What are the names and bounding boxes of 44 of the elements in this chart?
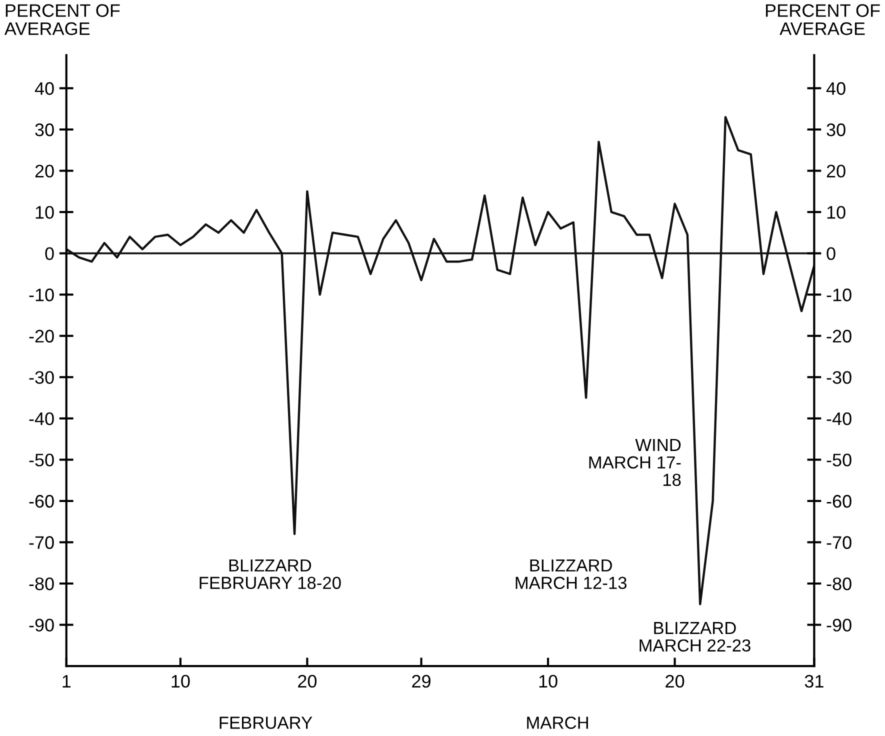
y2-tick-label: -30	[826, 371, 852, 384]
y2-axis-title: PERCENT OF AVERAGE	[766, 4, 880, 36]
y2-tick-label: -70	[826, 536, 852, 549]
y-tick-label: 20	[35, 164, 54, 178]
y2-tick-label: -90	[826, 618, 852, 632]
x-tick-label: 20	[298, 674, 317, 688]
y-tick-label: -20	[29, 330, 54, 343]
x-tick-label: 10	[539, 674, 558, 688]
x-tick-label: 1	[62, 675, 71, 688]
y2-tick-label: -40	[826, 412, 852, 426]
x-tick-label: 29	[412, 674, 430, 688]
y-tick-label: 0	[45, 247, 54, 260]
text: MARCH	[527, 716, 588, 729]
y2-tick-label: -80	[826, 577, 852, 590]
annotation: BLIZZARD MARCH 22-23	[640, 622, 750, 652]
y-tick-label: -70	[29, 536, 54, 549]
y-tick-label: 40	[34, 82, 54, 95]
y2-tick-label: -50	[826, 454, 852, 466]
y-tick-label: 30	[35, 123, 54, 136]
x-tick-label: 10	[172, 674, 190, 688]
text: FEBRUARY	[220, 716, 312, 729]
y-tick-label: -80	[29, 577, 54, 590]
x-tick-label: 31	[804, 674, 824, 688]
y-tick-label: -90	[29, 618, 54, 632]
y-tick-label: 10	[36, 206, 54, 219]
y2-tick-label: 20	[826, 164, 846, 178]
y2-tick-label: -10	[826, 288, 852, 302]
y-tick-label: -40	[29, 412, 54, 426]
y-tick-label: -50	[29, 454, 54, 466]
x-tick-label: 20	[666, 674, 684, 688]
y2-tick-label: 30	[826, 123, 846, 136]
line-series	[66, 116, 814, 606]
y2-tick-label: -60	[826, 494, 852, 508]
annotation: WIND MARCH 17- 18	[589, 439, 681, 486]
y-tick-label: -30	[29, 371, 54, 384]
y2-tick-label: -20	[826, 330, 852, 343]
y2-tick-label: 10	[827, 206, 846, 219]
y2-tick-label: 0	[826, 247, 836, 260]
annotation: BLIZZARD MARCH 12-13	[516, 559, 627, 590]
y2-tick-label: 40	[826, 82, 846, 95]
y-axis-title: PERCENT OF AVERAGE	[4, 4, 120, 36]
y-tick-label: -10	[29, 288, 54, 302]
y-tick-label: -60	[29, 494, 54, 508]
annotation: BLIZZARD FEBRUARY 18-20	[200, 559, 341, 590]
